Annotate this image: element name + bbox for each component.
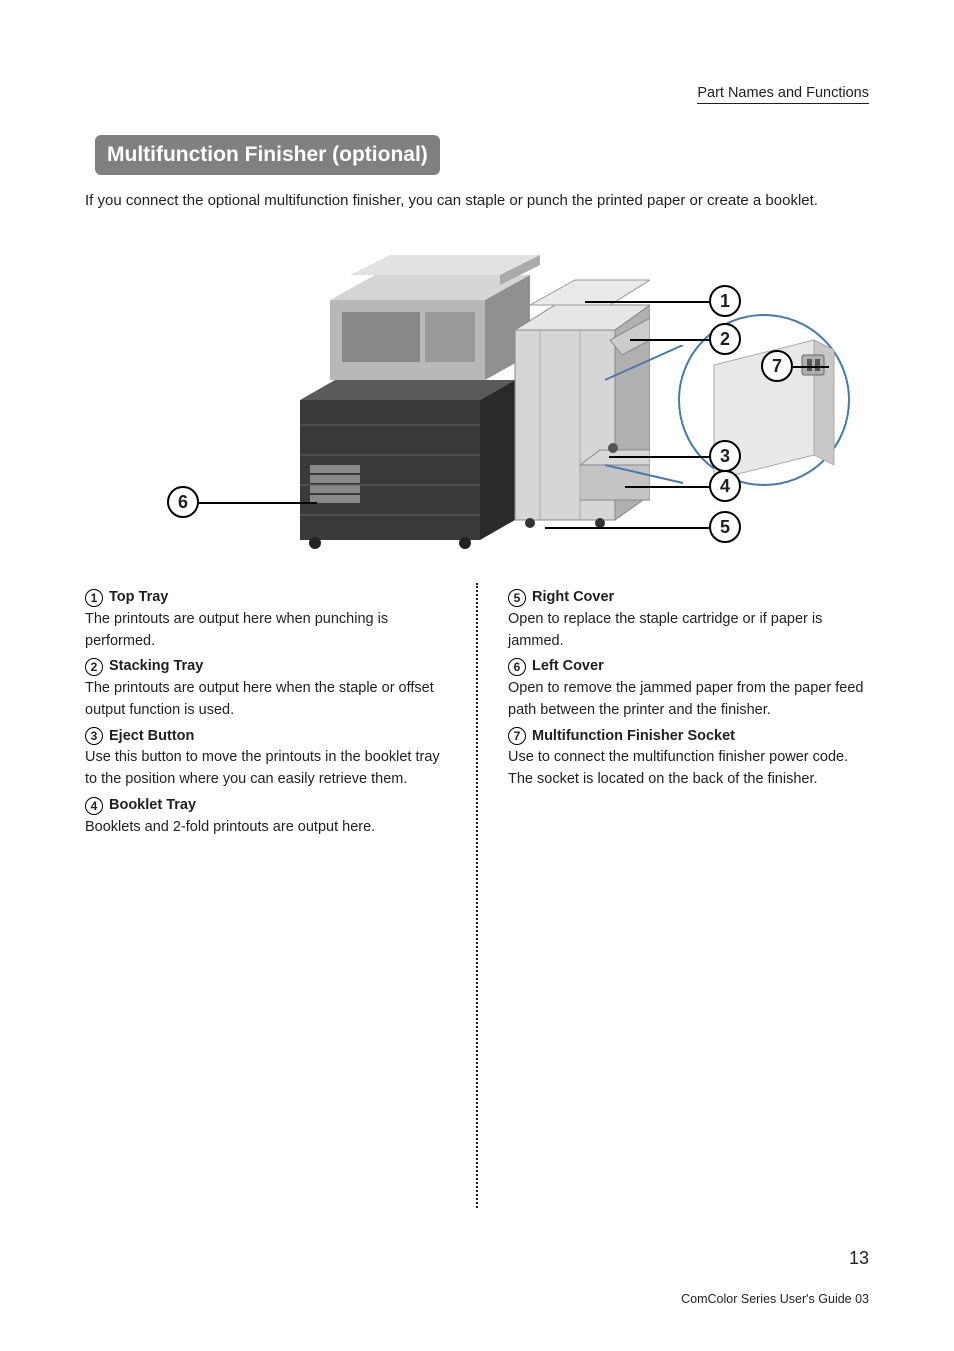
item-1-title: Top Tray	[109, 587, 168, 609]
callout-7: 7	[761, 350, 793, 382]
item-4-num: 4	[85, 797, 103, 815]
item-2-desc: The printouts are output here when the s…	[85, 678, 446, 722]
callout-4: 4	[709, 470, 741, 502]
item-3-num: 3	[85, 727, 103, 745]
leader-1	[585, 301, 711, 303]
leader-7	[605, 345, 765, 495]
item-3-desc: Use this button to move the printouts in…	[85, 747, 446, 791]
column-divider	[476, 583, 478, 1208]
right-column: 5 Right Cover Open to replace the staple…	[498, 583, 869, 1208]
intro-text: If you connect the optional multifunctio…	[85, 190, 869, 213]
left-column: 1 Top Tray The printouts are output here…	[85, 583, 456, 1208]
callout-1: 1	[709, 285, 741, 317]
callout-3: 3	[709, 440, 741, 472]
item-2-head: 2 Stacking Tray	[85, 656, 446, 678]
item-4-desc: Booklets and 2-fold printouts are output…	[85, 817, 446, 839]
item-5-num: 5	[508, 589, 526, 607]
leader-5	[545, 527, 711, 529]
diagram: 1 2 3 4 5 6 7	[85, 245, 869, 560]
item-3-head: 3 Eject Button	[85, 726, 446, 748]
callout-6: 6	[167, 486, 199, 518]
item-2-title: Stacking Tray	[109, 656, 203, 678]
leader-7b	[793, 366, 829, 368]
printer-illustration	[280, 250, 650, 550]
item-5-head: 5 Right Cover	[508, 587, 869, 609]
item-4-title: Booklet Tray	[109, 795, 196, 817]
leader-6	[199, 502, 317, 504]
description-columns: 1 Top Tray The printouts are output here…	[85, 583, 869, 1208]
item-2-num: 2	[85, 658, 103, 676]
page-number: 13	[849, 1248, 869, 1269]
item-3-title: Eject Button	[109, 726, 194, 748]
callout-2: 2	[709, 323, 741, 355]
item-7-head: 7 Multifunction Finisher Socket	[508, 726, 869, 748]
item-7-num: 7	[508, 727, 526, 745]
item-7-desc: Use to connect the multifunction finishe…	[508, 747, 869, 791]
item-6-desc: Open to remove the jammed paper from the…	[508, 678, 869, 722]
header-breadcrumb: Part Names and Functions	[697, 85, 869, 104]
item-1-num: 1	[85, 589, 103, 607]
item-6-head: 6 Left Cover	[508, 656, 869, 678]
leader-2	[630, 339, 711, 341]
item-7-title: Multifunction Finisher Socket	[532, 726, 735, 748]
item-5-desc: Open to replace the staple cartridge or …	[508, 609, 869, 653]
item-1-head: 1 Top Tray	[85, 587, 446, 609]
footer-text: ComColor Series User's Guide 03	[681, 1292, 869, 1306]
callout-5: 5	[709, 511, 741, 543]
item-1-desc: The printouts are output here when punch…	[85, 609, 446, 653]
item-6-num: 6	[508, 658, 526, 676]
section-title: Multifunction Finisher (optional)	[95, 135, 440, 175]
item-5-title: Right Cover	[532, 587, 614, 609]
item-6-title: Left Cover	[532, 656, 604, 678]
item-4-head: 4 Booklet Tray	[85, 795, 446, 817]
